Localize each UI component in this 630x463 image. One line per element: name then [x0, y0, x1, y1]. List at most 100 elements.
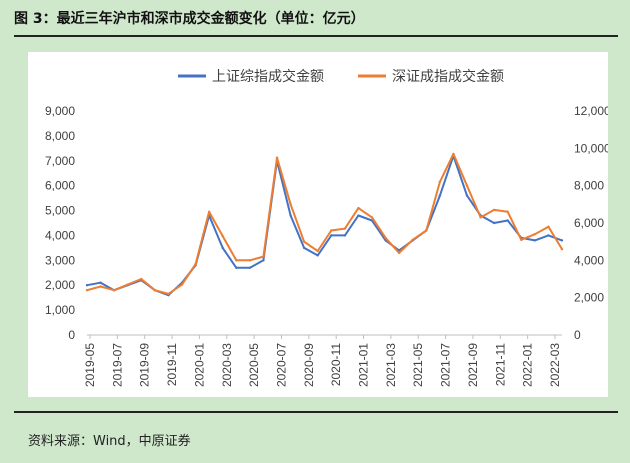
data-point: [547, 225, 550, 228]
data-point: [262, 259, 265, 262]
y-right-tick-label: 6,000: [574, 216, 604, 230]
data-point: [235, 259, 238, 262]
data-point: [194, 262, 197, 266]
data-point: [248, 259, 252, 262]
data-point: [533, 239, 537, 242]
y-right-tick-label: 4,000: [574, 253, 604, 267]
series-line-shanghai: [86, 154, 563, 297]
data-point: [262, 255, 265, 258]
y-right-tick-label: 10,000: [574, 141, 608, 155]
data-point: [411, 238, 414, 241]
x-tick-label: 2021-05: [411, 343, 425, 387]
chart-panel: 0 1,000 2,000 3,000 4,000 5,000 6,000 7,000 8,00…: [28, 52, 608, 397]
data-point: [316, 249, 319, 253]
data-point: [343, 234, 347, 237]
y-right-tick-label: 8,000: [574, 179, 604, 193]
data-point: [99, 285, 102, 288]
data-point: [506, 210, 509, 213]
y-right-tick-label: 12,000: [574, 104, 608, 118]
data-point: [180, 283, 184, 286]
y-left-tick-label: 4,000: [45, 228, 75, 242]
data-point: [221, 246, 224, 250]
x-tick-label: 2020-05: [247, 343, 261, 387]
data-point: [465, 184, 469, 187]
y-left-tick-label: 3,000: [45, 253, 75, 267]
data-point: [330, 229, 333, 232]
data-point: [330, 234, 333, 237]
legend-label: 上证综指成交金额: [212, 68, 324, 85]
data-point: [357, 214, 360, 217]
x-tick-label: 2019-11: [165, 343, 179, 386]
x-tick-label: 2021-01: [357, 343, 371, 387]
x-tick-label: 2020-07: [274, 343, 288, 387]
y-right-tick-label: 2,000: [574, 291, 604, 305]
data-point: [235, 266, 238, 269]
x-tick-label: 2021-07: [439, 343, 453, 387]
y-left-tick-label: 5,000: [45, 204, 75, 218]
data-point: [275, 156, 279, 159]
data-point: [316, 254, 319, 257]
x-tick-label: 2019-09: [138, 343, 152, 387]
data-point: [302, 240, 306, 243]
data-point: [506, 219, 509, 222]
source-rule: [14, 411, 618, 413]
data-point: [547, 234, 550, 237]
data-point: [438, 180, 442, 184]
x-tick-label: 2022-03: [548, 343, 562, 387]
x-tick-label: 2019-07: [110, 343, 124, 387]
data-point: [112, 289, 116, 292]
data-point: [99, 281, 102, 284]
x-tick-label: 2020-09: [302, 343, 316, 387]
series-line-shenzhen: [86, 152, 563, 295]
data-point: [425, 229, 428, 232]
data-point: [289, 214, 292, 217]
data-point: [492, 208, 496, 212]
data-point: [289, 203, 292, 206]
data-point: [140, 277, 143, 281]
y-left-tick-label: 7,000: [45, 154, 75, 168]
y-left-tick-label: 6,000: [45, 179, 75, 193]
data-point: [492, 221, 496, 225]
data-point: [465, 194, 469, 197]
x-tick-label: 2020-11: [329, 343, 343, 386]
x-tick-label: 2021-11: [493, 343, 507, 386]
data-point: [370, 216, 374, 219]
title-rule: [14, 35, 618, 37]
data-point: [207, 210, 211, 213]
y-right-tick-label: 0: [574, 328, 581, 342]
data-point: [520, 238, 523, 241]
data-point: [560, 239, 564, 242]
line-chart: 0 1,000 2,000 3,000 4,000 5,000 6,000 7,000 8,00…: [45, 68, 608, 387]
data-point: [533, 233, 537, 236]
data-point: [85, 284, 89, 287]
figure-title: 图 3：最近三年沪市和深市成交金额变化（单位：亿元）: [14, 11, 365, 27]
source-note: 资料来源：Wind，中原证券: [28, 434, 191, 449]
data-point: [397, 251, 401, 255]
data-point: [560, 247, 564, 251]
data-point: [126, 283, 129, 286]
y-left-tick-label: 2,000: [45, 278, 75, 292]
data-point: [343, 227, 347, 230]
data-point: [452, 152, 455, 156]
legend-label: 深证成指成交金额: [392, 68, 504, 85]
data-point: [357, 206, 360, 210]
data-point: [302, 246, 306, 250]
y-left-tick-label: 9,000: [45, 104, 75, 118]
data-point: [438, 194, 442, 197]
x-tick-label: 2021-03: [384, 343, 398, 387]
x-tick-label: 2021-09: [466, 343, 480, 387]
data-point: [85, 289, 89, 292]
data-point: [479, 216, 482, 219]
x-tick-label: 2020-01: [192, 343, 206, 387]
x-tick-label: 2020-03: [220, 343, 234, 387]
data-point: [167, 292, 170, 296]
x-tick-label: 2022-01: [521, 343, 535, 387]
data-point: [384, 236, 387, 240]
x-tick-label: 2019-05: [83, 343, 97, 387]
data-point: [221, 234, 224, 238]
y-left-tick-label: 1,000: [45, 303, 75, 317]
y-left-tick-label: 0: [68, 328, 75, 342]
y-left-tick-label: 8,000: [45, 129, 75, 143]
data-point: [153, 289, 157, 292]
data-point: [248, 266, 252, 269]
